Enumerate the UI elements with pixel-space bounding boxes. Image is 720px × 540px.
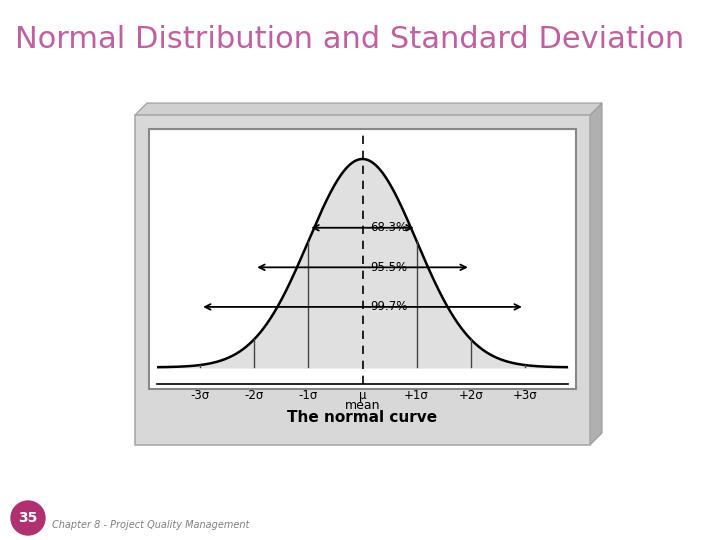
Circle shape xyxy=(11,501,45,535)
Text: mean: mean xyxy=(345,399,380,411)
Text: 35: 35 xyxy=(18,511,37,525)
FancyBboxPatch shape xyxy=(149,129,576,389)
Text: The normal curve: The normal curve xyxy=(287,409,438,424)
Text: Chapter 8 - Project Quality Management: Chapter 8 - Project Quality Management xyxy=(52,520,249,530)
FancyBboxPatch shape xyxy=(135,115,590,445)
Text: 68.3%: 68.3% xyxy=(371,221,408,234)
Text: 95.5%: 95.5% xyxy=(371,261,408,274)
Polygon shape xyxy=(590,103,602,445)
Text: Normal Distribution and Standard Deviation: Normal Distribution and Standard Deviati… xyxy=(15,25,684,54)
Text: 99.7%: 99.7% xyxy=(371,300,408,313)
Polygon shape xyxy=(135,103,602,115)
